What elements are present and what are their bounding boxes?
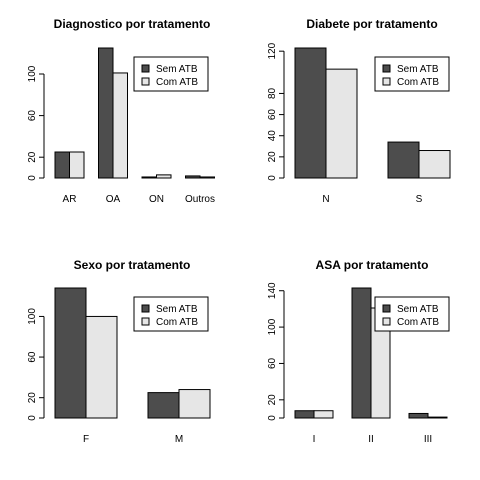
bar-S-Sem-ATB (387, 141, 420, 179)
x-category-label: F (83, 434, 89, 445)
x-category-label: M (175, 434, 183, 445)
chart-title: Sexo por tratamento (74, 258, 191, 272)
x-category-label: III (424, 434, 432, 445)
bar-F-Com-ATB (85, 315, 118, 419)
y-tick-label: 80 (267, 87, 278, 99)
bar-Outros-Com-ATB (199, 176, 215, 179)
legend: Sem ATB Com ATB (133, 56, 209, 92)
bar-Outros-Sem-ATB (185, 175, 201, 179)
bar-III-Sem-ATB (408, 412, 429, 419)
bar-ON-Sem-ATB (141, 176, 157, 179)
y-tick-label: 60 (27, 351, 38, 363)
legend-label: Com ATB (397, 77, 439, 88)
legend: Sem ATB Com ATB (374, 56, 450, 92)
legend-label: Sem ATB (397, 304, 439, 315)
y-tick-label: 120 (267, 42, 278, 59)
legend-label: Com ATB (156, 77, 198, 88)
bar-F-Sem-ATB (54, 287, 87, 419)
legend-box (374, 56, 450, 92)
x-category-label: I (313, 434, 316, 445)
legend-label: Sem ATB (156, 64, 198, 75)
y-tick-label: 20 (267, 151, 278, 163)
legend-swatch (141, 317, 150, 326)
chart-title: ASA por tratamento (316, 258, 429, 272)
x-category-label: Outros (185, 194, 215, 205)
y-tick-label: 60 (267, 109, 278, 121)
chart-title: Diabete por tratamento (306, 17, 437, 31)
legend-label: Sem ATB (156, 304, 198, 315)
y-tick-label: 0 (27, 175, 38, 181)
legend-swatch (382, 304, 391, 313)
y-tick-label: 60 (267, 357, 278, 369)
y-tick-label: 100 (267, 318, 278, 335)
bar-III-Com-ATB (427, 416, 448, 419)
legend-swatch (141, 304, 150, 313)
x-category-label: AR (63, 194, 77, 205)
chart-panel-3: Sexo por tratamento 0 20 60 100 F M Sem ATB Com … (27, 258, 211, 445)
legend-swatch (141, 77, 150, 86)
legend-swatch (382, 64, 391, 73)
bar-M-Sem-ATB (147, 392, 180, 419)
y-tick-label: 20 (27, 151, 38, 163)
chart-panel-2: Diabete por tratamento 0 20 40 60 80 120 N S Sem … (267, 17, 451, 205)
y-tick-label: 40 (267, 130, 278, 142)
bar-II-Sem-ATB (351, 287, 372, 419)
bar-I-Com-ATB (313, 410, 334, 419)
bar-OA-Sem-ATB (98, 47, 114, 179)
x-category-label: N (322, 194, 329, 205)
legend-swatch (382, 77, 391, 86)
legend-label: Com ATB (397, 317, 439, 328)
x-category-label: II (368, 434, 374, 445)
legend-swatch (382, 317, 391, 326)
y-tick-label: 20 (267, 394, 278, 406)
bar-I-Sem-ATB (294, 410, 315, 419)
bar-AR-Com-ATB (69, 151, 85, 179)
x-category-label: OA (106, 194, 121, 205)
bar-M-Com-ATB (178, 389, 211, 419)
bar-N-Com-ATB (325, 68, 358, 179)
chart-title: Diagnostico por tratamento (54, 17, 211, 31)
y-tick-label: 0 (267, 175, 278, 181)
chart-panel-1: Diagnostico por tratamento 0 20 60 100 AR OA ON… (27, 17, 215, 205)
x-category-label: ON (149, 194, 164, 205)
legend-swatch (141, 64, 150, 73)
legend: Sem ATB Com ATB (374, 296, 450, 332)
legend-label: Sem ATB (397, 64, 439, 75)
bar-AR-Sem-ATB (54, 151, 70, 179)
bar-ON-Com-ATB (156, 174, 172, 179)
legend: Sem ATB Com ATB (133, 296, 209, 332)
y-tick-label: 100 (27, 308, 38, 325)
bar-N-Sem-ATB (294, 47, 327, 179)
x-category-label: S (416, 194, 423, 205)
y-tick-label: 0 (267, 415, 278, 421)
bar-S-Com-ATB (418, 150, 451, 179)
y-tick-label: 0 (27, 415, 38, 421)
bar-OA-Com-ATB (112, 72, 128, 179)
y-tick-label: 140 (267, 282, 278, 299)
y-tick-label: 20 (27, 392, 38, 404)
legend-label: Com ATB (156, 317, 198, 328)
y-tick-label: 60 (27, 110, 38, 122)
y-tick-label: 100 (27, 65, 38, 82)
